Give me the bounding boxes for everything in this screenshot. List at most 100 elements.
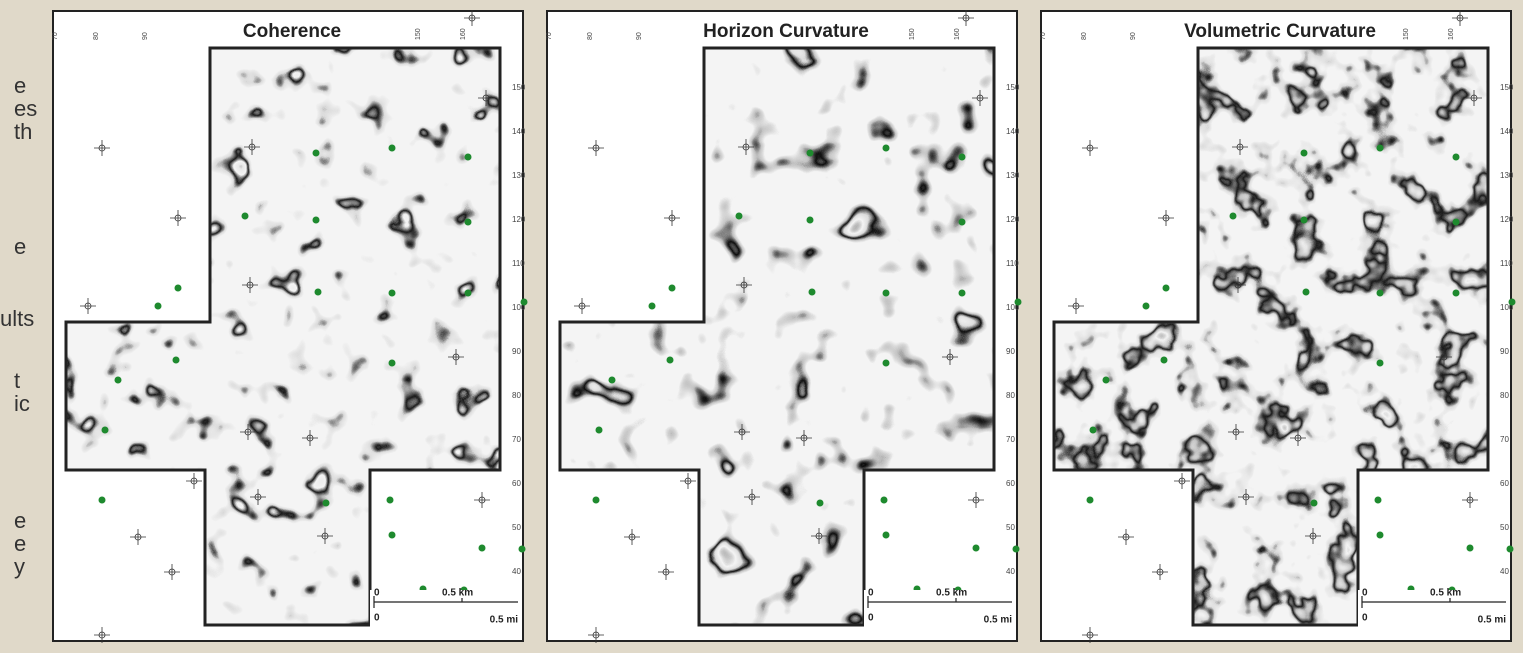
well-dot	[1013, 546, 1020, 553]
scale-label: 0	[374, 588, 380, 599]
well-dot	[959, 219, 966, 226]
top-coordinate: 160	[1448, 28, 1455, 40]
well-dot	[883, 290, 890, 297]
map-panel: Volumetric Curvature 70 80 90 150 160 150 140 13…	[1040, 10, 1516, 643]
top-coordinate: 150	[415, 28, 422, 40]
well-dot	[669, 285, 676, 292]
right-coordinate: 80	[1006, 391, 1015, 400]
right-coordinate: 70	[512, 435, 521, 444]
well-dot	[1090, 427, 1097, 434]
right-coordinate: 120	[1006, 215, 1020, 224]
panel-title: Horizon Curvature	[703, 21, 869, 42]
well-dot	[809, 289, 816, 296]
well-dot	[242, 213, 249, 220]
top-coordinate: 90	[1130, 32, 1137, 40]
well-dot	[1453, 219, 1460, 226]
right-coordinate: 60	[1500, 479, 1509, 488]
right-coordinate: 50	[1006, 523, 1015, 532]
right-coordinate: 130	[512, 171, 526, 180]
right-coordinate: 70	[1500, 435, 1509, 444]
well-dot	[389, 290, 396, 297]
scale-label: 0.5 km	[442, 588, 473, 599]
right-coordinate: 120	[512, 215, 526, 224]
top-coordinate: 70	[546, 32, 553, 40]
well-dot	[667, 357, 674, 364]
top-coordinate: 160	[954, 28, 961, 40]
well-dot	[649, 303, 656, 310]
side-text: es	[14, 96, 37, 121]
right-coordinate: 140	[1500, 127, 1514, 136]
right-coordinate: 50	[512, 523, 521, 532]
well-dot	[1301, 150, 1308, 157]
right-coordinate: 130	[1500, 171, 1514, 180]
scale-label: 0	[1362, 613, 1368, 624]
well-dot	[736, 213, 743, 220]
well-dot	[807, 150, 814, 157]
scale-label: 0	[868, 588, 874, 599]
right-coordinate: 150	[1006, 83, 1020, 92]
well-dot	[519, 546, 526, 553]
top-coordinate: 80	[93, 32, 100, 40]
side-text: t	[14, 368, 20, 393]
well-dot	[1453, 290, 1460, 297]
side-text: e	[14, 508, 26, 533]
well-dot	[155, 303, 162, 310]
well-dot	[1453, 154, 1460, 161]
well-dot	[1377, 145, 1384, 152]
right-coordinate: 140	[512, 127, 526, 136]
scale-label: 0.5 mi	[984, 615, 1013, 626]
well-dot	[1161, 357, 1168, 364]
top-coordinate: 70	[1040, 32, 1047, 40]
scale-label: 0	[868, 613, 874, 624]
well-dot	[1377, 532, 1384, 539]
right-coordinate: 150	[1500, 83, 1514, 92]
right-coordinate: 90	[1500, 347, 1509, 356]
well-dot	[959, 290, 966, 297]
right-coordinate: 110	[1006, 259, 1019, 268]
right-coordinate: 80	[1500, 391, 1509, 400]
well-dot	[389, 145, 396, 152]
well-dot	[1467, 545, 1474, 552]
right-coordinate: 70	[1006, 435, 1015, 444]
side-text: ults	[0, 306, 34, 331]
well-dot	[387, 497, 394, 504]
side-text: e	[14, 531, 26, 556]
top-coordinate: 150	[1403, 28, 1410, 40]
top-coordinate: 90	[142, 32, 149, 40]
right-coordinate: 60	[1006, 479, 1015, 488]
scale-label: 0	[374, 613, 380, 624]
right-coordinate: 150	[512, 83, 526, 92]
top-coordinate: 150	[909, 28, 916, 40]
side-text: e	[14, 73, 26, 98]
well-dot	[596, 427, 603, 434]
top-coordinate: 160	[460, 28, 467, 40]
well-dot	[465, 219, 472, 226]
well-dot	[1087, 497, 1094, 504]
right-coordinate: 60	[512, 479, 521, 488]
right-coordinate: 110	[1500, 259, 1513, 268]
well-dot	[881, 497, 888, 504]
well-dot	[883, 145, 890, 152]
well-dot	[173, 357, 180, 364]
well-dot	[1303, 289, 1310, 296]
well-dot	[115, 377, 122, 384]
right-coordinate: 40	[1500, 567, 1509, 576]
well-dot	[1509, 299, 1516, 306]
well-dot	[99, 497, 106, 504]
well-dot	[807, 217, 814, 224]
well-dot	[1377, 290, 1384, 297]
well-dot	[1163, 285, 1170, 292]
scale-label: 0.5 km	[936, 588, 967, 599]
well-dot	[1103, 377, 1110, 384]
scale-label: 0.5 mi	[490, 615, 519, 626]
well-dot	[102, 427, 109, 434]
well-dot	[609, 377, 616, 384]
well-dot	[817, 500, 824, 507]
well-dot	[1301, 217, 1308, 224]
panel-title: Volumetric Curvature	[1184, 21, 1376, 42]
scale-label: 0.5 km	[1430, 588, 1461, 599]
right-coordinate: 90	[1006, 347, 1015, 356]
right-coordinate: 120	[1500, 215, 1514, 224]
well-dot	[323, 500, 330, 507]
